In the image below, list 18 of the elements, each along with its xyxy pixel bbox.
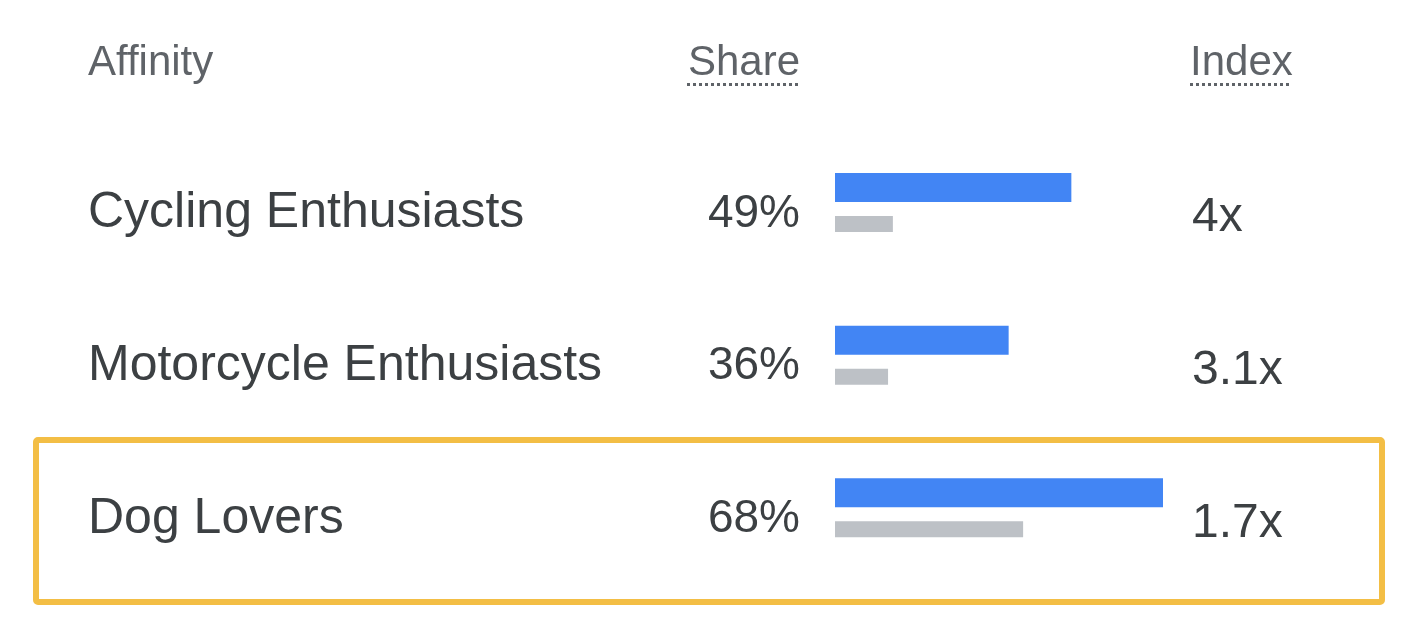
text: 3.1x: [1192, 340, 1283, 394]
bar: [835, 368, 889, 385]
bar: [835, 325, 1009, 355]
x-axis-title: Share: [687, 37, 800, 84]
text: Index: [1190, 37, 1293, 84]
bar: [835, 173, 1072, 202]
text: 4x: [1192, 187, 1243, 241]
y-tick-label: Cycling Enthusiasts: [88, 182, 525, 239]
bar: [835, 216, 893, 232]
data-label: 36%: [707, 337, 800, 390]
bar: [835, 478, 1163, 508]
y-tick-label: Dog Lovers: [88, 487, 344, 544]
y-axis-title: Affinity: [88, 37, 214, 84]
bar: [835, 521, 1024, 538]
y-tick-label: Motorcycle Enthusiasts: [88, 335, 603, 391]
data-label: 68%: [707, 489, 800, 542]
text: 1.7x: [1192, 493, 1283, 547]
data-label: 49%: [707, 184, 800, 237]
